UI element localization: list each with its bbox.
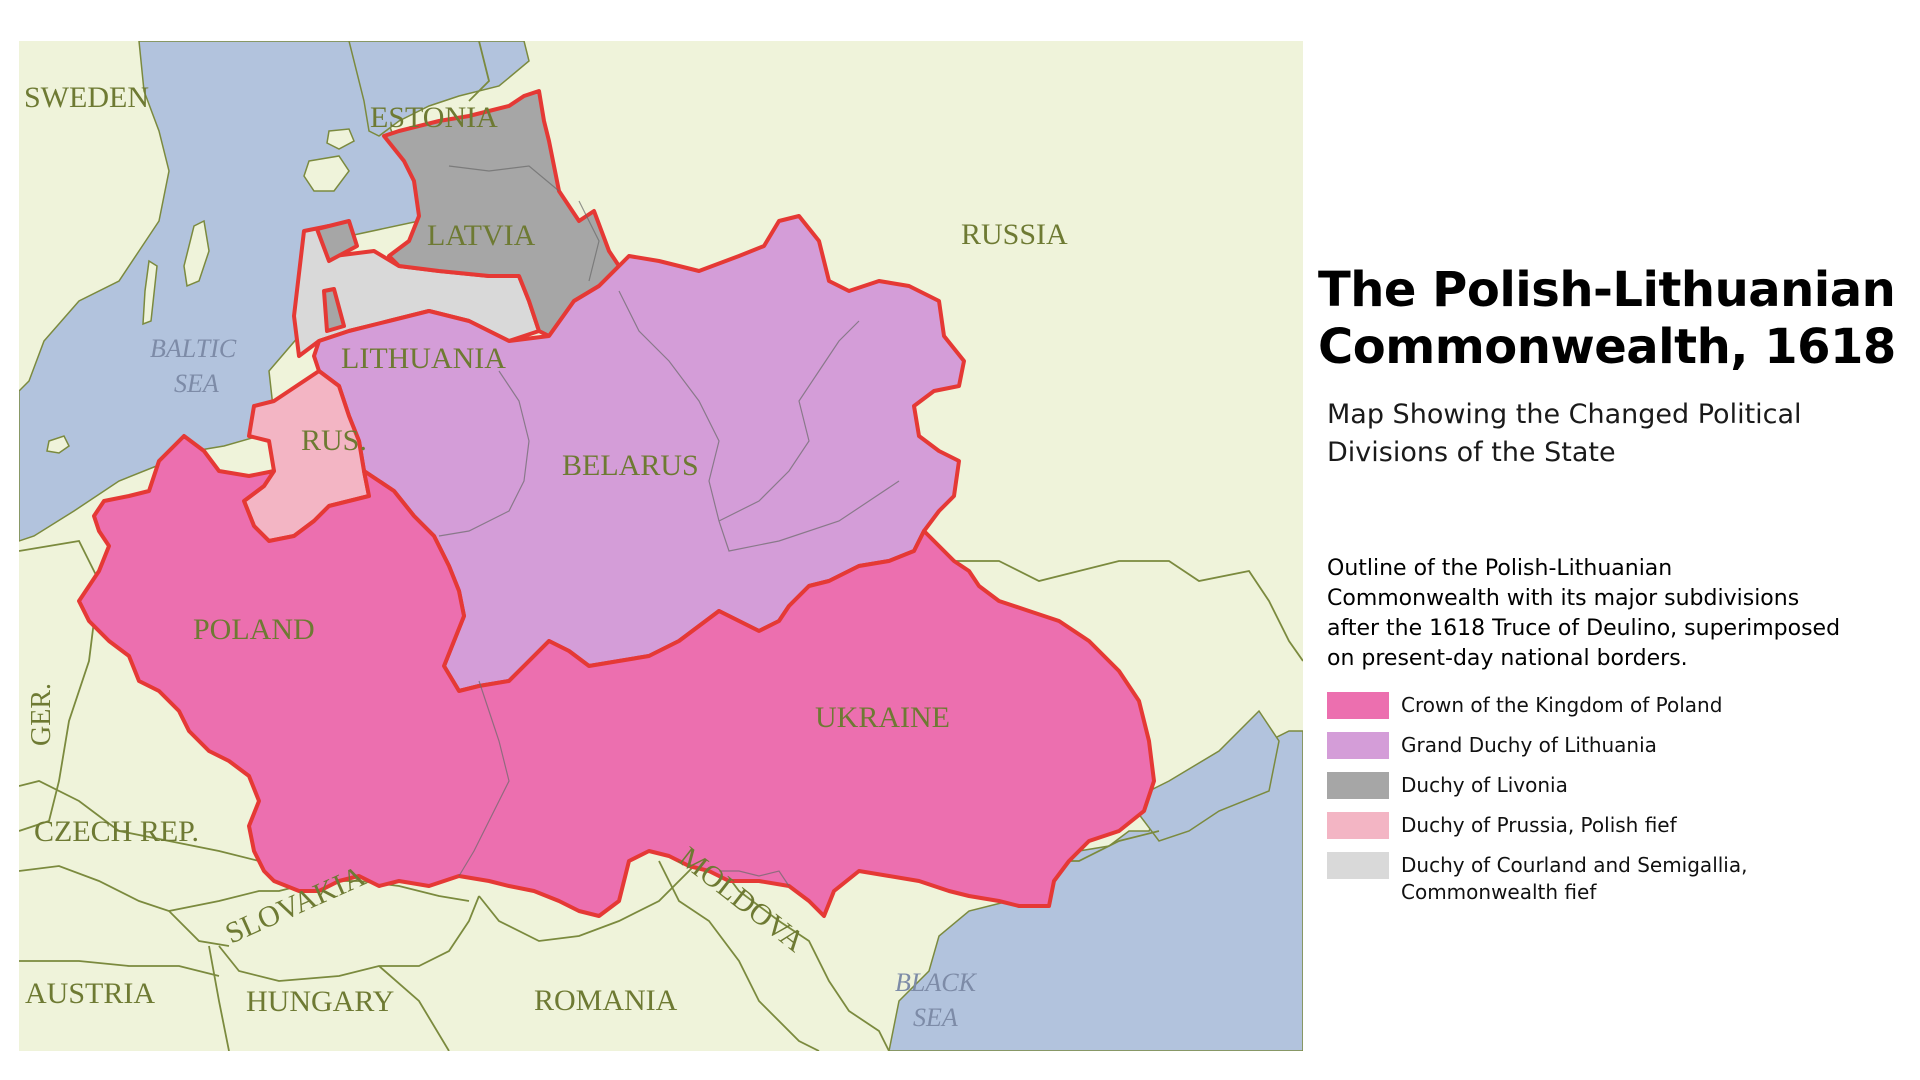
label-hungary: HUNGARY [246,985,394,1018]
label-rus: RUS. [301,424,367,457]
legend-label: Grand Duchy of Lithuania [1401,733,1657,757]
label-poland: POLAND [193,613,315,646]
legend-item: Duchy of Prussia, Polish fief [1327,812,1898,839]
legend-item: Crown of the Kingdom of Poland [1327,692,1898,719]
label-belarus: BELARUS [562,449,699,482]
label-lithuania: LITHUANIA [341,342,506,375]
legend-label: Duchy of Prussia, Polish fief [1401,813,1677,837]
label-black-sea-1: BLACK [895,968,978,997]
island-gotland [183,219,210,288]
commonwealth-map: SWEDEN ESTONIA LATVIA RUSSIA LITHUANIA R… [19,41,1303,1051]
label-germany: GER. [26,683,57,746]
page-title: The Polish-Lithuanian Commonwealth, 1618 [1318,262,1896,375]
region-livonia-coast [315,219,359,263]
legend-label: Crown of the Kingdom of Poland [1401,693,1723,717]
region-livonia-coast-2 [322,287,346,333]
legend-label: Duchy of Livonia [1401,773,1568,797]
label-baltic-sea-2: SEA [174,369,219,398]
map-legend: Crown of the Kingdom of Poland Grand Duc… [1327,692,1898,906]
legend-swatch [1327,812,1389,839]
region-poland-crown [77,434,1156,918]
legend-item: Duchy of Courland and Semigallia, Common… [1327,852,1898,906]
island-hiiumaa [326,128,355,150]
gulf-of-finland [348,41,530,137]
label-baltic-sea-1: BALTIC [150,334,237,363]
label-ukraine: UKRAINE [815,701,950,734]
page-subtitle: Map Showing the Changed Political Divisi… [1327,399,1802,468]
island-oland [142,259,158,326]
modern-borders [19,41,1303,1051]
info-panel: The Polish-Lithuanian Commonwealth, 1618… [1318,262,1898,919]
island-saaremaa [303,155,350,192]
label-sweden: SWEDEN [24,81,149,114]
label-czech-rep: CZECH REP. [34,815,199,848]
label-estonia: ESTONIA [370,101,498,134]
label-latvia: LATVIA [427,219,536,252]
island-bornholm [46,435,70,454]
legend-item: Duchy of Livonia [1327,772,1898,799]
legend-item: Grand Duchy of Lithuania [1327,732,1898,759]
label-romania: ROMANIA [534,984,678,1017]
legend-swatch [1327,772,1389,799]
internal-boundaries [438,165,900,887]
baltic-sea [19,41,526,542]
label-russia: RUSSIA [961,218,1068,251]
label-black-sea-2: SEA [913,1003,958,1032]
legend-swatch [1327,732,1389,759]
map-description: Outline of the Polish-Lithuanian Commonw… [1327,556,1841,671]
legend-label: Duchy of Courland and Semigallia, Common… [1401,853,1748,904]
legend-swatch [1327,692,1389,719]
sea-of-azov [1127,709,1280,842]
legend-swatch [1327,852,1389,879]
label-austria: AUSTRIA [25,977,155,1010]
